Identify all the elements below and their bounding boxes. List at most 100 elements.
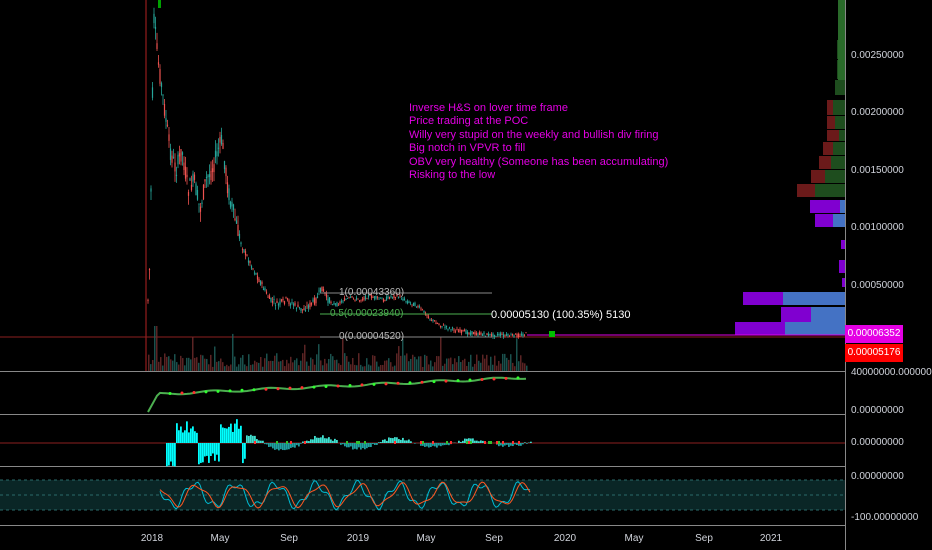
- obv-dot: [216, 389, 220, 393]
- candle-body: [354, 300, 356, 301]
- oscillator-bar: [216, 443, 218, 455]
- oscillator-bar: [358, 443, 360, 448]
- candle-body: [429, 318, 431, 320]
- vpvr-bar: [811, 170, 825, 183]
- oscillator-bar: [396, 437, 398, 443]
- price-axis-label: 0.00200000: [851, 107, 904, 118]
- oscillator-bar: [378, 442, 380, 443]
- candle-body: [351, 296, 353, 298]
- candle-body: [478, 332, 481, 335]
- candle-body: [277, 303, 280, 306]
- candle-body: [361, 299, 364, 300]
- oscillator-bar: [272, 443, 274, 449]
- vpvr-bar: [831, 156, 845, 169]
- volume-bar: [152, 360, 154, 371]
- oscillator-bar: [174, 443, 176, 467]
- candle-body: [409, 302, 412, 304]
- volume-bar: [232, 333, 234, 371]
- volume-bar: [370, 365, 372, 371]
- oscillator-bar: [316, 437, 318, 443]
- candle-body: [510, 334, 512, 336]
- oscillator-bar: [312, 439, 314, 443]
- candle-body: [367, 295, 370, 298]
- volume-bar: [266, 353, 268, 371]
- oscillator-bar: [294, 443, 296, 448]
- candle-body: [219, 136, 221, 143]
- candle-body: [343, 298, 346, 302]
- obv-dot: [228, 389, 232, 393]
- volume-bar: [484, 358, 486, 371]
- oscillator-bar: [270, 443, 272, 447]
- volume-bar: [486, 354, 488, 371]
- volume-bar: [398, 346, 400, 371]
- oscillator-bar: [520, 443, 522, 446]
- candle-body: [234, 218, 236, 221]
- candle-body: [258, 279, 260, 282]
- vpvr-bar: [842, 278, 845, 287]
- candle-body: [274, 305, 277, 306]
- candle-body: [244, 251, 247, 256]
- volume-bar: [180, 355, 182, 371]
- volume-bar: [296, 358, 298, 371]
- volume-bar: [334, 360, 336, 371]
- oscillator-marker: [394, 441, 396, 444]
- candle-body: [459, 329, 461, 332]
- price-series: [147, 7, 527, 339]
- volume-bar: [504, 353, 506, 371]
- oscillator-bar: [464, 438, 466, 443]
- candle-body: [313, 297, 316, 305]
- volume-bar: [372, 355, 374, 371]
- candle-body: [433, 320, 436, 322]
- candle-body: [195, 183, 197, 196]
- oscillator-marker: [286, 441, 288, 444]
- candle-body: [460, 330, 463, 334]
- volume-bar: [166, 356, 168, 371]
- volume-bar: [304, 344, 306, 371]
- volume-bar: [320, 360, 322, 371]
- volume-bar: [428, 364, 430, 371]
- candle-body: [394, 297, 397, 299]
- obv-dot: [288, 386, 292, 390]
- volume-bar: [362, 366, 364, 371]
- oscillator-bar: [242, 443, 244, 464]
- oscillator-bar: [244, 443, 246, 459]
- volume-bar: [248, 354, 250, 371]
- oscillator-bar: [318, 437, 320, 443]
- candle-body: [501, 333, 503, 335]
- candle-body: [514, 333, 517, 335]
- volume-bar: [322, 365, 324, 371]
- candle-body: [310, 302, 313, 305]
- vpvr-bar: [811, 307, 845, 322]
- oscillator-bar: [414, 443, 416, 444]
- last-price-tag: 0.00005176: [845, 344, 903, 362]
- candle-body: [519, 335, 521, 337]
- vpvr-bar: [833, 214, 845, 227]
- volume-bar: [450, 357, 452, 371]
- obv-dot: [276, 387, 280, 391]
- oscillator-bar: [324, 438, 326, 443]
- volume-bar: [168, 356, 170, 371]
- time-axis-label: Sep: [695, 533, 713, 544]
- candle-body: [241, 248, 244, 250]
- volume-bar: [182, 358, 184, 371]
- oscillator-bar: [256, 439, 258, 443]
- analysis-notes[interactable]: Inverse H&S on lover time frame Price tr…: [409, 102, 668, 182]
- candle-body: [216, 151, 218, 157]
- candle-body: [346, 298, 349, 299]
- candle-body: [481, 334, 484, 336]
- oscillator-bar: [500, 443, 502, 446]
- oscillator-bar: [202, 443, 204, 463]
- oscillator-bar: [472, 438, 474, 443]
- candle-body: [487, 333, 490, 337]
- vpvr-bar: [833, 100, 845, 115]
- volume-bar: [338, 363, 340, 371]
- oscillator-bar: [514, 443, 516, 445]
- volume-bar: [280, 361, 282, 371]
- vpvr-bar: [781, 307, 811, 322]
- candle-body: [393, 295, 395, 298]
- candle-body: [328, 297, 331, 303]
- candle-body: [178, 153, 181, 157]
- fib-retracement[interactable]: [320, 292, 492, 338]
- oscillator-bar: [498, 443, 500, 447]
